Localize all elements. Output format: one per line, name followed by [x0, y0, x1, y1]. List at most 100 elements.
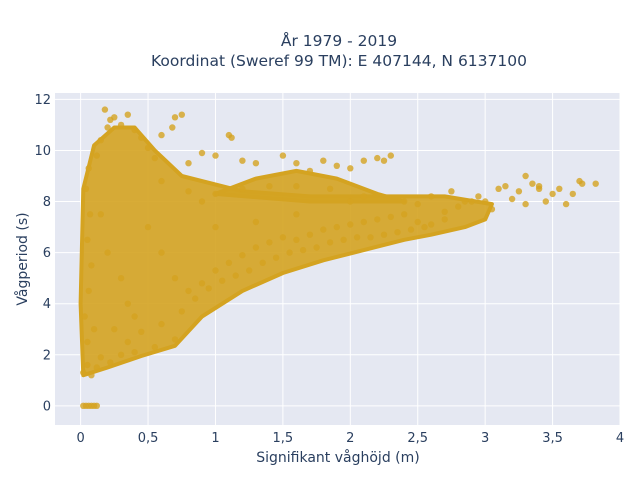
- x-tick-label: 1,5: [273, 431, 294, 446]
- scatter-point: [522, 200, 529, 208]
- scatter-point: [347, 165, 354, 172]
- scatter-point: [259, 259, 266, 266]
- scatter-point: [522, 172, 529, 180]
- scatter-point: [266, 183, 273, 190]
- scatter-point: [124, 111, 131, 118]
- scatter-point: [488, 206, 496, 213]
- scatter-point: [407, 226, 415, 233]
- chart-title-line-1: År 1979 - 2019: [281, 31, 397, 50]
- scatter-point: [252, 218, 260, 226]
- chart-title: År 1979 - 2019 Koordinat (Sweref 99 TM):…: [151, 31, 527, 70]
- x-tick-label: 2,5: [407, 431, 428, 446]
- scatter-point: [88, 262, 95, 269]
- scatter-point: [124, 338, 131, 346]
- x-tick-label: 3: [481, 431, 489, 446]
- scatter-point: [144, 144, 152, 152]
- scatter-point: [131, 313, 138, 320]
- scatter-point: [131, 126, 138, 134]
- scatter-point: [185, 287, 192, 295]
- scatter-point: [279, 234, 287, 241]
- scatter-point: [124, 300, 131, 307]
- scatter-point: [320, 226, 327, 233]
- scatter-point: [138, 328, 145, 335]
- chart-title-line-2: Koordinat (Sweref 99 TM): E 407144, N 61…: [151, 52, 527, 70]
- scatter-point: [475, 193, 482, 200]
- scatter-point: [569, 190, 576, 198]
- scatter-point: [333, 162, 340, 169]
- scatter-point: [441, 216, 448, 223]
- scatter-point: [158, 177, 165, 185]
- scatter-point: [101, 106, 109, 113]
- scatter-point: [401, 198, 408, 205]
- scatter-point: [421, 223, 428, 231]
- y-tick-label: 6: [43, 246, 51, 261]
- scatter-point: [299, 246, 307, 254]
- scatter-point: [461, 198, 469, 205]
- x-tick-label: 2: [346, 431, 354, 446]
- scatter-point: [93, 402, 101, 409]
- scatter-point: [562, 200, 570, 208]
- scatter-point: [239, 185, 246, 192]
- scatter-point: [448, 188, 455, 195]
- scatter-point: [502, 183, 509, 190]
- scatter-point: [414, 218, 421, 226]
- scatter-point: [326, 185, 334, 192]
- scatter-point: [535, 183, 543, 190]
- scatter-point: [293, 160, 300, 167]
- scatter-point: [468, 198, 475, 205]
- scatter-point: [508, 195, 516, 203]
- scatter-point: [542, 198, 549, 205]
- scatter-point: [212, 190, 219, 198]
- scatter-point: [185, 160, 192, 167]
- scatter-point: [93, 152, 101, 159]
- scatter-point: [171, 336, 179, 343]
- scatter-point: [441, 208, 448, 215]
- scatter-point: [232, 272, 239, 279]
- scatter-point: [387, 152, 394, 159]
- scatter-point: [428, 221, 435, 228]
- scatter-point: [117, 121, 125, 129]
- scatter-point: [198, 149, 206, 157]
- scatter-point: [293, 236, 300, 243]
- scatter-point: [86, 211, 94, 218]
- scatter-point: [90, 326, 98, 333]
- scatter-point: [495, 185, 502, 192]
- scatter-point: [360, 157, 367, 164]
- x-tick-label: 0: [76, 431, 84, 446]
- scatter-point: [340, 236, 347, 243]
- scatter-point: [144, 223, 152, 231]
- scatter-point: [171, 114, 179, 121]
- scatter-point: [219, 277, 226, 284]
- scatter-point: [185, 188, 192, 195]
- x-axis-tick-labels: 0 0,5 1 1,5 2 2,5 3 3,5 4: [76, 431, 624, 446]
- scatter-point: [198, 198, 206, 205]
- scatter-point: [306, 231, 314, 238]
- scatter-point: [347, 198, 354, 205]
- scatter-point: [85, 287, 92, 295]
- x-axis-title: Signifikant våghöjd (m): [256, 449, 419, 466]
- scatter-point: [347, 221, 354, 228]
- scatter-point: [111, 326, 118, 333]
- scatter-point: [151, 154, 158, 162]
- scatter-point: [556, 185, 563, 192]
- scatter-point: [97, 137, 105, 144]
- scatter-point: [212, 223, 219, 231]
- scatter-point: [117, 351, 125, 358]
- scatter-point: [107, 116, 114, 124]
- scatter-point: [81, 313, 88, 320]
- scatter-point: [374, 216, 381, 223]
- scatter-point: [333, 223, 340, 231]
- scatter-point: [252, 244, 260, 251]
- scatter-point: [482, 198, 489, 205]
- scatter-point: [272, 254, 280, 261]
- scatter-point: [178, 308, 185, 315]
- scatter-point: [97, 354, 105, 361]
- scatter-point: [401, 211, 408, 218]
- scatter-point: [252, 160, 260, 167]
- scatter-point: [131, 349, 138, 356]
- scatter-points: [80, 106, 599, 409]
- scatter-point: [320, 157, 327, 164]
- scatter-point: [138, 134, 145, 141]
- scatter-point: [286, 249, 293, 256]
